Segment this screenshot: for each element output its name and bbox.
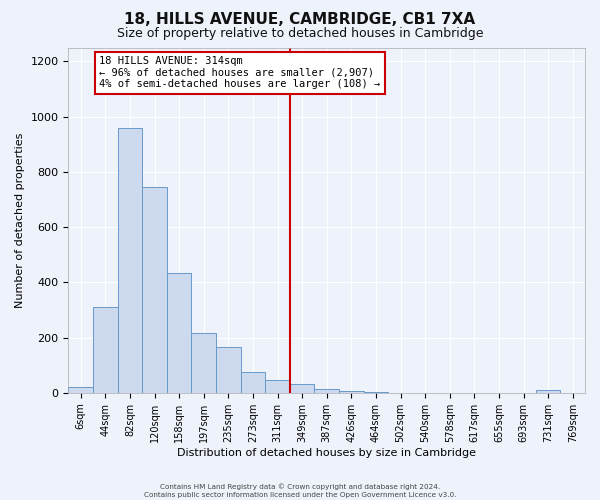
- Bar: [314, 388, 339, 393]
- Bar: [142, 187, 167, 393]
- Bar: [536, 390, 560, 393]
- Bar: [68, 388, 93, 393]
- Y-axis label: Number of detached properties: Number of detached properties: [15, 132, 25, 308]
- Text: 18 HILLS AVENUE: 314sqm
← 96% of detached houses are smaller (2,907)
4% of semi-: 18 HILLS AVENUE: 314sqm ← 96% of detache…: [100, 56, 380, 90]
- Bar: [241, 372, 265, 393]
- Text: Size of property relative to detached houses in Cambridge: Size of property relative to detached ho…: [117, 28, 483, 40]
- Bar: [290, 384, 314, 393]
- Bar: [364, 392, 388, 393]
- Text: 18, HILLS AVENUE, CAMBRIDGE, CB1 7XA: 18, HILLS AVENUE, CAMBRIDGE, CB1 7XA: [124, 12, 476, 28]
- Text: Contains HM Land Registry data © Crown copyright and database right 2024.
Contai: Contains HM Land Registry data © Crown c…: [144, 484, 456, 498]
- Bar: [118, 128, 142, 393]
- Bar: [216, 348, 241, 393]
- Bar: [93, 307, 118, 393]
- Bar: [265, 380, 290, 393]
- Bar: [339, 390, 364, 393]
- X-axis label: Distribution of detached houses by size in Cambridge: Distribution of detached houses by size …: [177, 448, 476, 458]
- Bar: [167, 272, 191, 393]
- Bar: [191, 334, 216, 393]
